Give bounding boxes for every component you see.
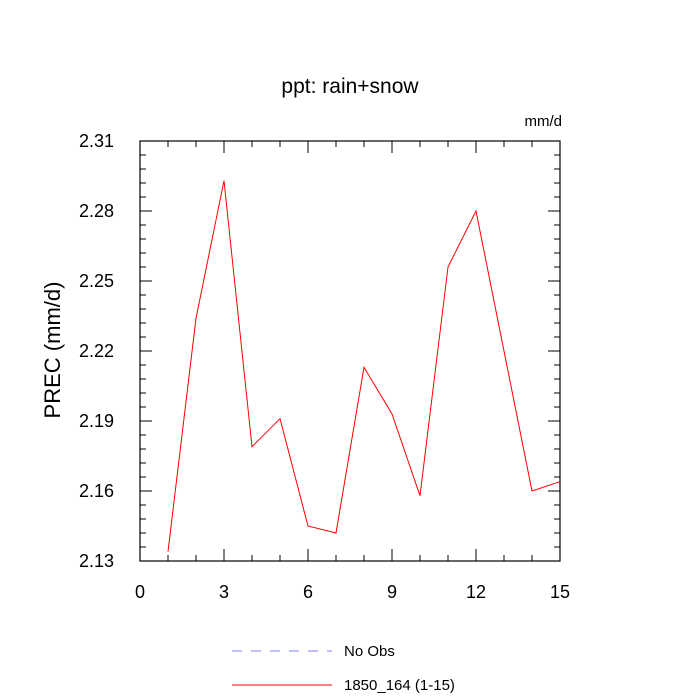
x-tick-label: 9 xyxy=(387,582,397,602)
series-line xyxy=(167,180,561,552)
series-lines xyxy=(167,180,561,552)
legend-label: 1850_164 (1-15) xyxy=(344,677,455,694)
y-tick-label: 2.25 xyxy=(79,271,114,291)
x-tick-label: 15 xyxy=(550,582,570,602)
plot-frame xyxy=(139,140,561,562)
y-tick-label: 2.16 xyxy=(79,481,114,501)
axis-ticks xyxy=(139,140,561,562)
chart-title: ppt: rain+snow xyxy=(281,75,419,98)
y-axis-label: PREC (mm/d) xyxy=(40,282,65,419)
y-tick-label: 2.31 xyxy=(79,131,114,151)
legend: No Obs 1850_164 (1-15) xyxy=(232,643,455,694)
x-tick-label: 6 xyxy=(303,582,313,602)
x-tick-label: 12 xyxy=(466,582,486,602)
axis-tick-labels: 0 3 6 9 12 15 2.13 2.16 2.19 2.22 2.25 2.28 2.31 xyxy=(79,131,570,602)
x-tick-label: 3 xyxy=(219,582,229,602)
y-tick-label: 2.28 xyxy=(79,201,114,221)
x-tick-label: 0 xyxy=(135,582,145,602)
plot-area xyxy=(139,140,561,562)
units-label: mm/d xyxy=(525,113,563,130)
y-tick-label: 2.13 xyxy=(79,551,114,571)
y-tick-label: 2.19 xyxy=(79,411,114,431)
legend-label: No Obs xyxy=(344,643,395,660)
y-tick-label: 2.22 xyxy=(79,341,114,361)
